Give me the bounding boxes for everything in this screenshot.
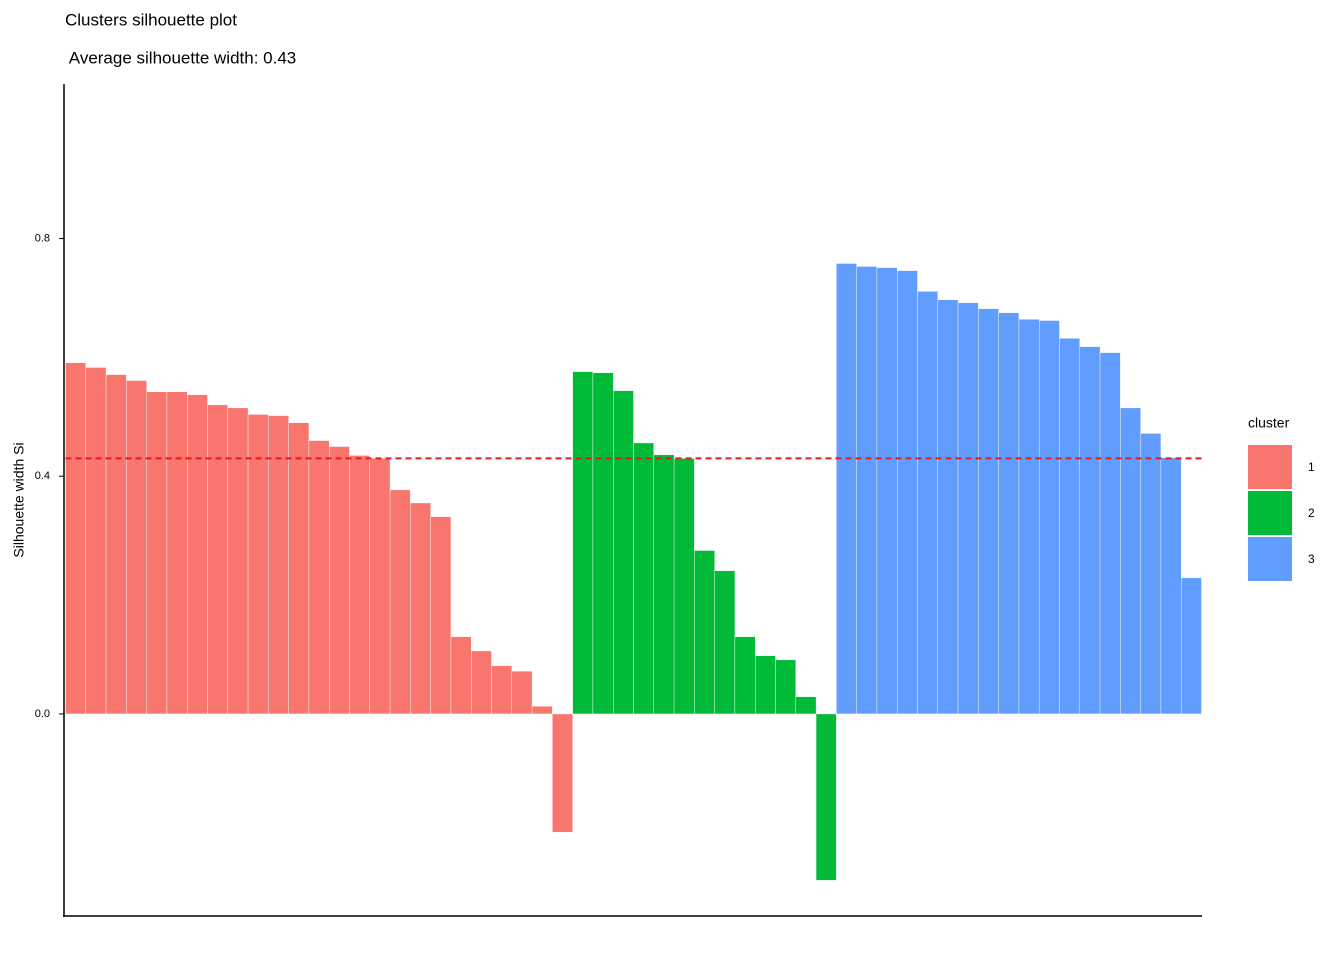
bar [288, 422, 310, 715]
chart-subtitle: Average silhouette width: 0.43 [65, 48, 296, 67]
bar [349, 455, 370, 715]
bar [329, 446, 350, 715]
legend-key [1248, 445, 1292, 489]
bar [85, 367, 107, 715]
bar [917, 291, 938, 715]
bar [957, 302, 979, 715]
bar [308, 440, 330, 715]
bar [410, 502, 431, 715]
bar [633, 442, 654, 715]
bar [795, 696, 817, 715]
bar [166, 391, 188, 715]
legend-label: 2 [1308, 506, 1315, 520]
bar [613, 390, 634, 715]
y-tick-label: 0.4 [35, 470, 50, 482]
bar [897, 270, 918, 715]
bar [572, 371, 594, 715]
bar [471, 650, 492, 715]
bar [146, 391, 168, 715]
y-tick-label: 0.8 [35, 232, 50, 244]
chart-title: Clusters silhouette plot [65, 10, 237, 29]
bar [227, 407, 249, 715]
bar [1181, 577, 1202, 715]
bar [491, 665, 512, 715]
bar [978, 308, 999, 715]
bar [369, 458, 391, 715]
bar [694, 550, 715, 715]
legend-label: 3 [1308, 552, 1315, 566]
bar [755, 655, 776, 715]
bar [876, 267, 898, 715]
bar [1079, 346, 1101, 715]
bar [187, 394, 208, 715]
bar [592, 372, 614, 715]
bar [126, 380, 147, 715]
bar [207, 404, 228, 715]
legend-label: 1 [1308, 460, 1315, 474]
bar [998, 312, 1020, 715]
bar [1059, 338, 1080, 715]
bar [531, 706, 553, 715]
bar [653, 454, 675, 715]
bar [105, 374, 127, 715]
y-tick-label: 0.0 [35, 708, 50, 720]
bar [734, 636, 756, 715]
bar [552, 713, 573, 833]
bar [1120, 407, 1141, 715]
bar [937, 299, 959, 715]
bar [1140, 433, 1162, 715]
bar [836, 263, 857, 715]
bar [65, 362, 86, 715]
legend-title: cluster [1248, 415, 1290, 431]
bar [450, 636, 472, 715]
bar [1039, 320, 1060, 715]
bar [1099, 352, 1121, 715]
bar [430, 516, 452, 715]
legend-key [1248, 537, 1292, 581]
bar [673, 458, 695, 715]
bar [511, 670, 533, 715]
bar [1160, 457, 1182, 715]
bar [714, 570, 736, 715]
bar [389, 489, 411, 715]
y-axis-label: Silhouette width Si [11, 442, 27, 557]
bar [1018, 319, 1040, 715]
legend-key [1248, 491, 1292, 535]
bar [775, 659, 796, 715]
bar [815, 713, 837, 881]
bar [856, 266, 878, 715]
bar [268, 415, 289, 715]
